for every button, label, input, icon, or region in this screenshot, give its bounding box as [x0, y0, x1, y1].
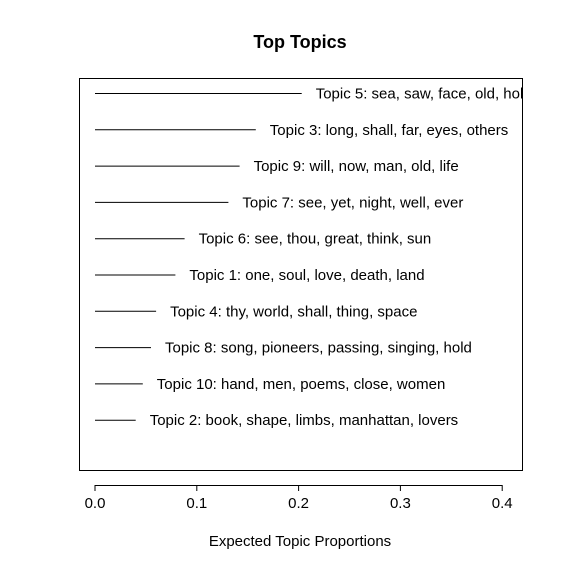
- plot-frame: [79, 78, 523, 471]
- x-tick-label: 0.3: [390, 495, 411, 512]
- topic-label: Topic 1: one, soul, love, death, land: [189, 267, 424, 284]
- x-tick-label: 0.0: [85, 495, 106, 512]
- topic-label: Topic 3: long, shall, far, eyes, others: [270, 122, 508, 139]
- topic-label: Topic 7: see, yet, night, well, ever: [242, 194, 463, 211]
- topic-label: Topic 5: sea, saw, face, old, hold: [316, 86, 532, 103]
- topic-label: Topic 8: song, pioneers, passing, singin…: [165, 340, 472, 357]
- topic-label: Topic 2: book, shape, limbs, manhattan, …: [150, 412, 459, 429]
- chart-title: Top Topics: [253, 32, 346, 52]
- x-axis-label: Expected Topic Proportions: [209, 533, 391, 550]
- x-tick-label: 0.2: [288, 495, 309, 512]
- topic-label: Topic 10: hand, men, poems, close, women: [157, 376, 446, 393]
- topic-label: Topic 4: thy, world, shall, thing, space: [170, 303, 417, 320]
- topic-label: Topic 9: will, now, man, old, life: [254, 158, 459, 175]
- topic-label: Topic 6: see, thou, great, think, sun: [199, 231, 432, 248]
- x-tick-label: 0.1: [186, 495, 207, 512]
- x-tick-label: 0.4: [492, 495, 513, 512]
